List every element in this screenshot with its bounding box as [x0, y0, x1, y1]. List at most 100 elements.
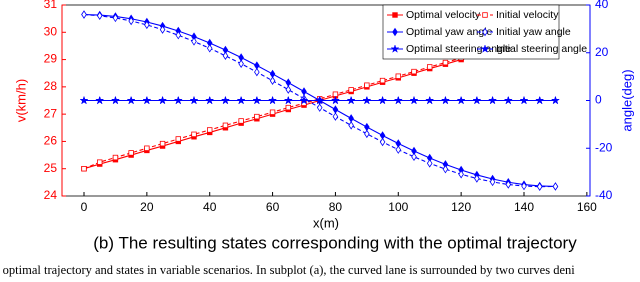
data-point [222, 122, 229, 129]
caption: (b) The resulting states corresponding w… [93, 233, 577, 252]
data-point [395, 145, 402, 154]
data-point [505, 180, 512, 189]
data-point [348, 114, 354, 123]
data-point [173, 95, 183, 105]
y-tick-label: 24 [44, 188, 58, 202]
data-point [550, 95, 561, 105]
data-point [379, 137, 386, 147]
data-point [126, 95, 136, 105]
data-point [316, 103, 323, 112]
data-point [411, 152, 417, 162]
data-point [364, 82, 370, 88]
data-point [348, 121, 354, 130]
data-point [254, 67, 260, 77]
y-tick-label: 25 [44, 161, 58, 175]
data-point [364, 122, 370, 132]
data-point [411, 68, 417, 75]
legend-marker [392, 12, 398, 18]
data-point [269, 76, 276, 85]
data-point [159, 140, 166, 147]
data-point [332, 105, 339, 114]
data-point [144, 145, 150, 151]
data-point [487, 95, 498, 105]
x-tick-label: 20 [140, 200, 154, 214]
x-axis-label: x(m) [313, 215, 339, 230]
data-point [442, 59, 449, 66]
data-point [503, 95, 513, 105]
data-point [285, 104, 291, 111]
data-point [128, 16, 134, 26]
data-point [191, 37, 197, 46]
y-tick-label: 27 [44, 106, 58, 120]
data-point [332, 112, 339, 121]
data-point [205, 95, 215, 105]
data-point [207, 127, 213, 133]
data-point [364, 129, 370, 139]
data-point [409, 95, 419, 105]
data-point [81, 166, 87, 172]
data-point [552, 182, 559, 191]
legend-marker [392, 27, 398, 37]
data-point [267, 95, 278, 105]
y-tick-label: 31 [44, 0, 58, 11]
data-point [442, 164, 449, 174]
body-text: e optimal trajectory and states in varia… [0, 263, 575, 277]
data-point [393, 95, 403, 105]
data-point [536, 182, 543, 191]
data-point [110, 95, 121, 105]
legend-label: Initial yaw angle [496, 26, 571, 38]
data-point [206, 44, 213, 53]
data-point [535, 95, 545, 105]
data-point [426, 159, 433, 168]
legend-label: Intial steering angle [496, 43, 587, 55]
data-point [379, 77, 386, 84]
data-point [440, 95, 451, 105]
y2-tick-label: -40 [595, 188, 613, 202]
data-point [346, 95, 356, 105]
data-point [315, 95, 325, 105]
data-point [144, 20, 150, 30]
x-tick-label: 160 [577, 200, 597, 214]
legend-label: Optimal yaw angle [406, 26, 493, 38]
data-point [191, 131, 197, 138]
data-point [112, 13, 119, 23]
x-tick-label: 0 [81, 200, 88, 214]
y-tick-label: 30 [44, 24, 58, 38]
data-point [472, 95, 482, 105]
data-point [521, 181, 527, 191]
data-point [128, 150, 134, 156]
data-point [220, 95, 231, 105]
data-point [252, 95, 262, 105]
data-point [159, 25, 166, 34]
data-point [489, 177, 496, 187]
y2-tick-label: -20 [595, 140, 613, 154]
data-point [97, 159, 103, 165]
legend-box [382, 4, 560, 60]
legend-label: Optimal velocity [406, 9, 481, 21]
y-tick-label: 28 [44, 79, 58, 93]
y2-tick-label: 40 [595, 0, 609, 11]
x-tick-label: 100 [388, 200, 408, 214]
x-tick-label: 140 [514, 200, 534, 214]
data-point [395, 73, 401, 79]
data-point [175, 136, 181, 142]
x-tick-label: 80 [329, 200, 343, 214]
legend-marker [482, 12, 488, 18]
data-point [238, 118, 244, 124]
data-point [79, 95, 89, 105]
data-point [175, 30, 182, 40]
data-point [238, 59, 244, 68]
data-point [285, 85, 292, 94]
data-point [519, 95, 529, 105]
y2-axis-label: angle(deg) [619, 69, 634, 131]
data-point [269, 69, 276, 79]
data-point [285, 78, 292, 87]
data-point [269, 109, 276, 115]
x-tick-label: 60 [266, 200, 280, 214]
y-tick-label: 29 [44, 52, 58, 66]
y2-tick-label: 20 [595, 45, 609, 59]
data-point [348, 87, 354, 93]
data-point [236, 95, 246, 105]
data-point [301, 87, 307, 96]
data-point [377, 95, 388, 105]
